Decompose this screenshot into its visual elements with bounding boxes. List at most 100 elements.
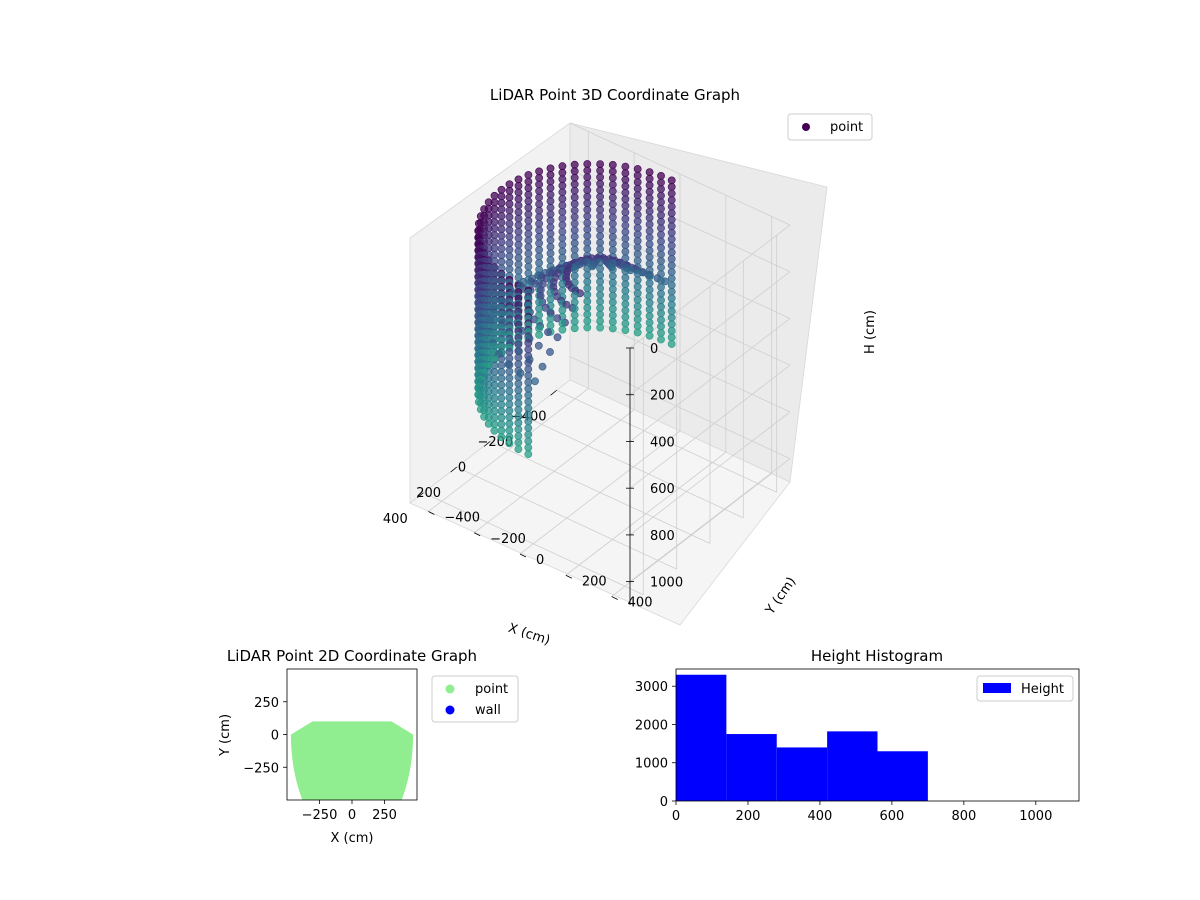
x-tick-label-2d: 0: [348, 808, 356, 823]
point-marker: [667, 274, 676, 283]
point-marker: [645, 272, 654, 281]
point-marker: [505, 232, 514, 241]
point-marker: [546, 216, 555, 225]
point-marker: [621, 306, 630, 315]
point-marker: [570, 226, 579, 234]
point-marker: [535, 258, 543, 267]
point-marker: [505, 239, 514, 248]
point-marker: [621, 280, 630, 289]
y-tick-label-histogram: 3000: [635, 680, 668, 695]
point-marker: [505, 265, 514, 274]
point-marker: [490, 420, 499, 429]
point-marker: [657, 263, 665, 272]
point-marker: [497, 387, 506, 396]
point-marker: [645, 246, 654, 255]
point-marker: [621, 201, 630, 210]
point-marker: [558, 325, 567, 334]
x-tick-label-histogram: 400: [808, 809, 833, 824]
chart-histogram: Height Histogram 0 200 400 600 800 1000 0 1000 2…: [635, 647, 1080, 824]
x-tick-label: 400: [383, 512, 408, 527]
point-marker: [524, 203, 533, 212]
y-axis-label-3d: Y (cm): [762, 574, 799, 618]
point-marker: [633, 315, 642, 324]
legend-3d: point: [787, 113, 873, 141]
point-marker: [608, 304, 617, 313]
point-marker: [633, 328, 642, 337]
point-marker: [546, 236, 555, 245]
point-marker: [490, 231, 499, 239]
point-marker: [621, 169, 630, 177]
point-marker: [667, 228, 676, 237]
point-marker: [490, 426, 499, 435]
point-marker: [546, 321, 555, 330]
point-marker: [524, 358, 533, 367]
point-marker: [645, 233, 654, 242]
point-marker: [570, 252, 579, 261]
z-tick-label: 400: [650, 435, 675, 450]
point-marker: [608, 298, 617, 307]
point-marker: [570, 232, 579, 241]
point-marker: [497, 244, 506, 253]
point-marker: [558, 175, 567, 184]
point-marker: [497, 225, 506, 233]
point-marker: [621, 326, 630, 334]
point-marker: [505, 426, 514, 435]
legend-2d-label-wall: wall: [475, 703, 501, 718]
point-marker: [570, 271, 579, 280]
point-marker: [558, 194, 567, 203]
point-marker: [645, 181, 654, 190]
point-marker: [621, 162, 630, 171]
point-marker: [570, 291, 579, 300]
x-tick-label-histogram: 0: [672, 809, 680, 824]
legend-2d-marker-point: [445, 684, 455, 694]
point-marker: [524, 450, 533, 458]
point-marker: [570, 304, 579, 313]
x-tick-label-histogram: 1000: [1019, 809, 1052, 824]
point-marker: [505, 206, 514, 215]
point-marker: [505, 360, 514, 369]
point-marker: [535, 239, 543, 248]
point-marker: [667, 189, 676, 198]
point-marker: [596, 199, 604, 208]
point-marker: [524, 371, 533, 380]
y-tick-label: −400: [444, 511, 480, 526]
point-marker: [608, 193, 617, 202]
z-tick-label: 0: [650, 342, 658, 357]
histogram-bar: [726, 734, 777, 801]
point-marker: [667, 287, 676, 296]
point-marker: [514, 418, 523, 427]
point-marker: [524, 249, 533, 258]
point-marker: [546, 177, 555, 186]
point-marker: [514, 188, 523, 197]
point-marker: [514, 234, 523, 243]
point-marker: [531, 279, 539, 288]
point-marker: [657, 178, 665, 187]
point-marker: [621, 195, 630, 204]
point-marker: [546, 288, 555, 297]
chart-3d-title: LiDAR Point 3D Coordinate Graph: [490, 86, 740, 104]
z-tick-label: 800: [650, 529, 675, 544]
point-marker: [570, 173, 579, 182]
point-marker: [657, 257, 665, 265]
point-marker: [535, 252, 543, 261]
point-marker: [497, 433, 506, 442]
y-tick-label-histogram: 1000: [635, 757, 668, 772]
point-marker: [633, 243, 642, 252]
legend-3d-label-point: point: [830, 120, 863, 135]
point-marker: [505, 180, 514, 189]
point-marker: [514, 247, 523, 256]
point-marker: [514, 386, 523, 395]
point-marker: [497, 413, 506, 422]
point-marker: [524, 345, 533, 354]
point-marker: [645, 187, 654, 196]
legend-3d-frame: [787, 113, 873, 141]
point-marker: [570, 311, 579, 319]
point-marker: [608, 232, 617, 241]
point-marker: [558, 240, 567, 249]
y-tick-label: 200: [582, 574, 607, 589]
point-marker: [583, 212, 592, 221]
point-marker: [633, 184, 642, 193]
plot-area-2d: [290, 721, 414, 800]
point-marker: [514, 379, 523, 388]
point-marker: [505, 226, 514, 234]
